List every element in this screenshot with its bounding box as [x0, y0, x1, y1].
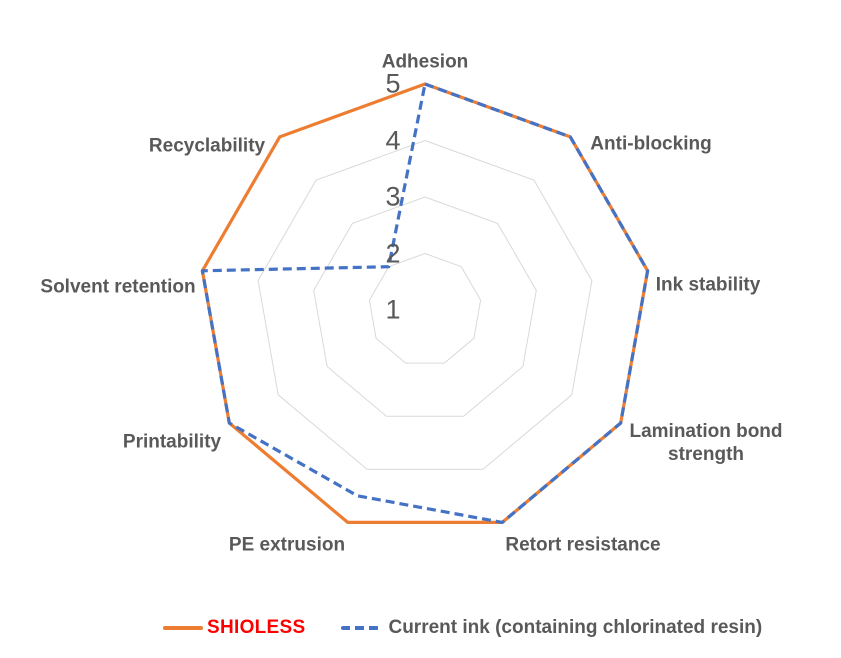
category-label-printability: Printability [122, 431, 222, 453]
category-label-lamination-bond-strength: Lamination bond strength [629, 421, 783, 465]
tick-label-4: 4 [385, 125, 401, 156]
legend-label-shioless: SHIOLESS [207, 617, 306, 638]
gridline-ring-2 [368, 252, 482, 364]
category-label-recyclability: Recyclability [148, 135, 266, 157]
category-label-retort-resistance: Retort resistance [505, 534, 661, 556]
tick-label-3: 3 [385, 181, 401, 212]
tick-label-1: 1 [385, 294, 401, 325]
tick-label-2: 2 [385, 238, 401, 269]
tick-label-5: 5 [385, 68, 401, 99]
legend: SHIOLESS Current ink (containing chlorin… [163, 614, 762, 642]
legend-swatch-shioless [163, 626, 203, 630]
series-shioless [200, 82, 650, 525]
legend-swatch-current-ink [341, 626, 380, 630]
category-label-ink-stability: Ink stability [655, 274, 761, 296]
legend-label-current-ink: Current ink (containing chlorinated resi… [388, 617, 763, 638]
category-label-adhesion: Adhesion [381, 51, 469, 73]
gridline-ring-3 [313, 196, 537, 417]
category-label-pe-extrusion: PE extrusion [228, 534, 346, 556]
category-label-anti-blocking: Anti-blocking [590, 133, 712, 155]
gridline-ring-4 [257, 139, 593, 470]
series-current-ink-containing-chlorinated-resin [200, 82, 650, 525]
category-label-solvent-retention: Solvent retention [40, 276, 196, 298]
